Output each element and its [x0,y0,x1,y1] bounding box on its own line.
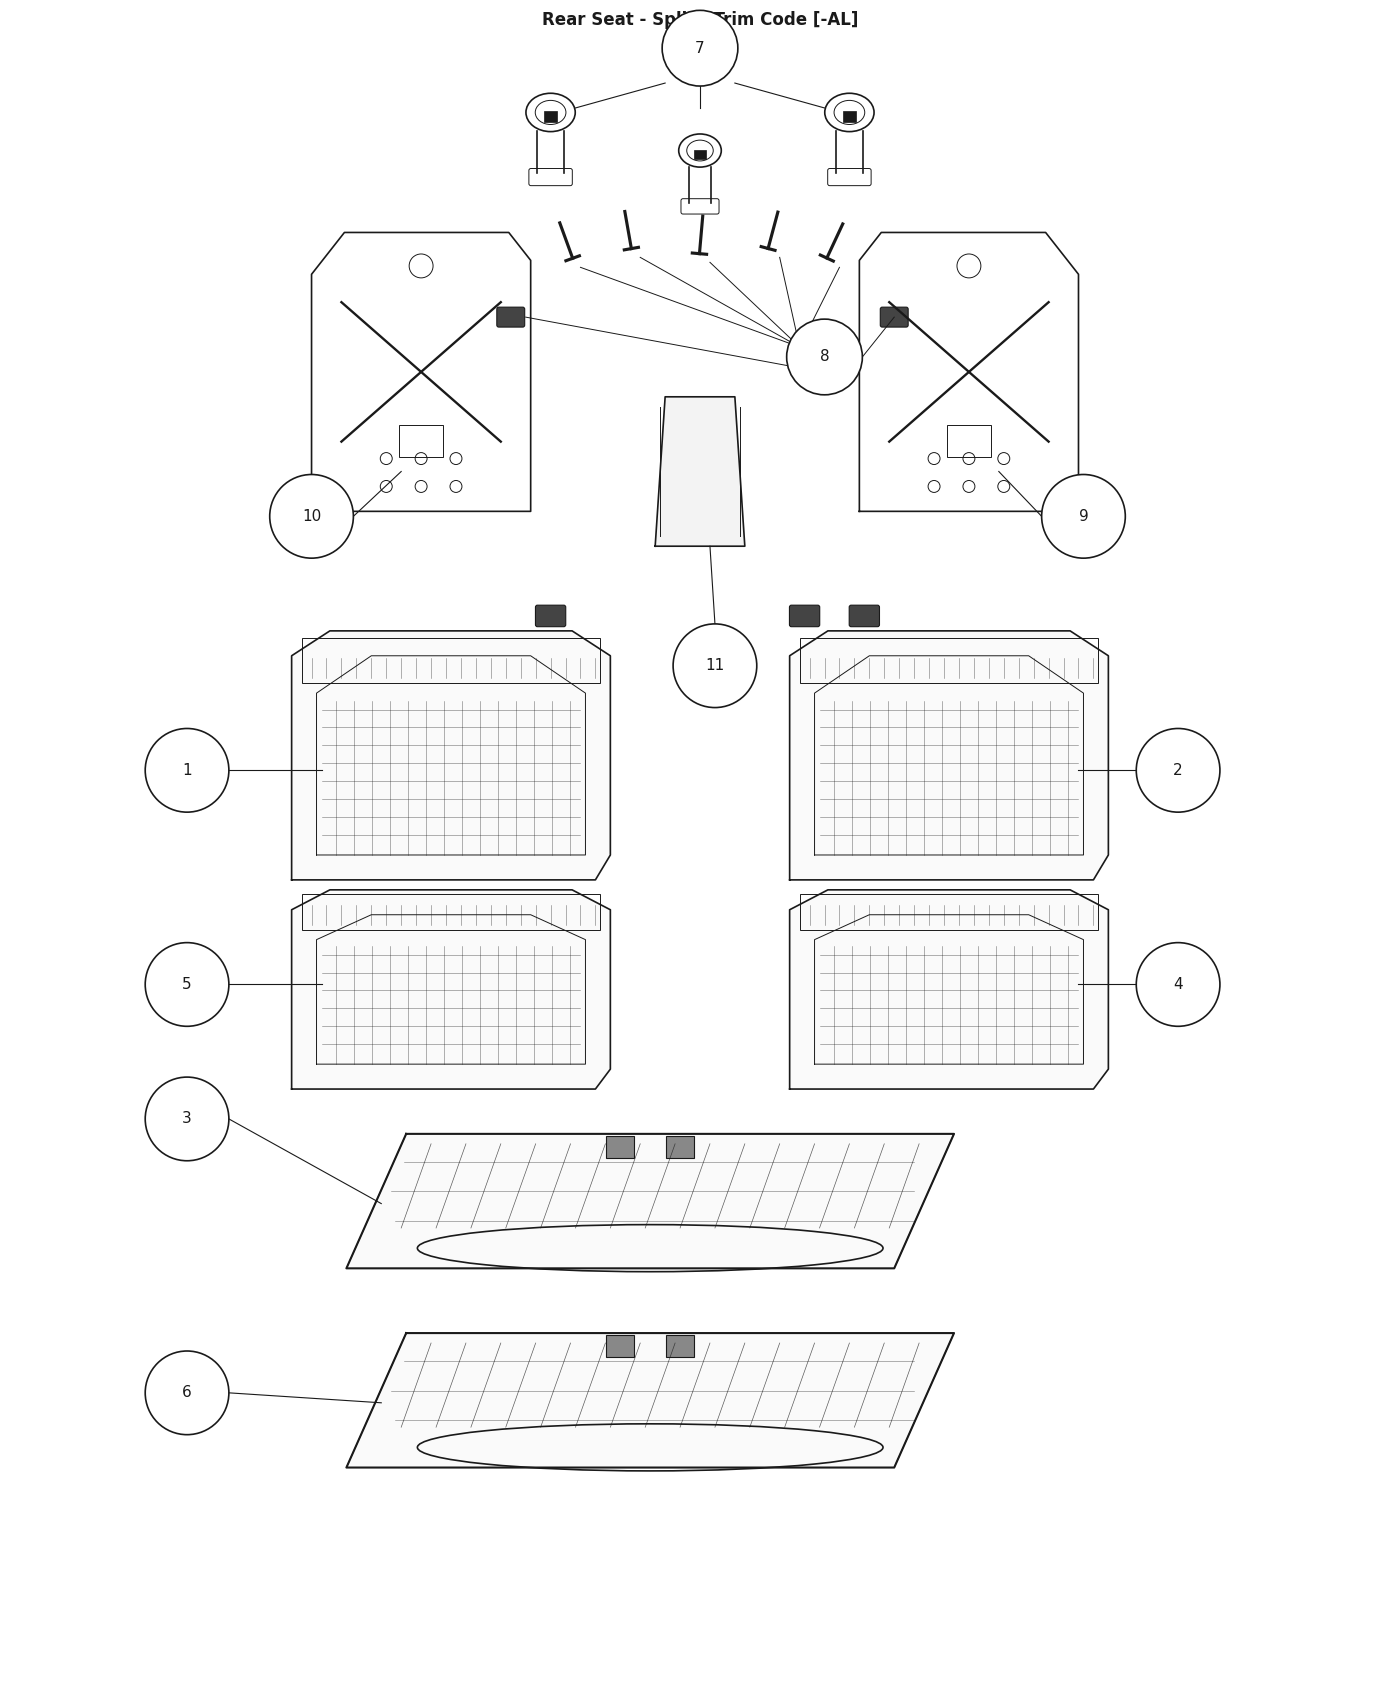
FancyBboxPatch shape [606,1334,634,1357]
Circle shape [787,320,862,394]
Text: 6: 6 [182,1386,192,1401]
Circle shape [146,1078,228,1161]
Polygon shape [790,889,1109,1090]
FancyBboxPatch shape [606,1136,634,1158]
Text: 9: 9 [1078,508,1088,524]
Polygon shape [790,631,1109,881]
FancyBboxPatch shape [881,308,909,326]
Text: 2: 2 [1173,763,1183,779]
Circle shape [146,942,228,1027]
Circle shape [673,624,757,707]
Polygon shape [346,1333,953,1467]
Circle shape [1137,729,1219,813]
FancyBboxPatch shape [666,1136,694,1158]
Polygon shape [655,396,745,546]
FancyBboxPatch shape [666,1334,694,1357]
FancyBboxPatch shape [545,110,557,122]
Polygon shape [346,1134,953,1268]
FancyBboxPatch shape [694,150,706,160]
FancyBboxPatch shape [790,605,820,627]
FancyBboxPatch shape [850,605,879,627]
Text: 5: 5 [182,977,192,993]
Text: 3: 3 [182,1112,192,1127]
FancyBboxPatch shape [497,308,525,326]
Text: 4: 4 [1173,977,1183,993]
Polygon shape [291,889,610,1090]
Circle shape [146,729,228,813]
Text: 8: 8 [819,350,829,364]
Text: Rear Seat - Split - Trim Code [-AL]: Rear Seat - Split - Trim Code [-AL] [542,12,858,29]
Text: 1: 1 [182,763,192,779]
Text: 7: 7 [696,41,704,56]
Text: 10: 10 [302,508,321,524]
Circle shape [1042,474,1126,558]
Circle shape [270,474,353,558]
Text: 11: 11 [706,658,725,673]
FancyBboxPatch shape [535,605,566,627]
FancyBboxPatch shape [843,110,855,122]
Circle shape [1137,942,1219,1027]
Polygon shape [291,631,610,881]
Circle shape [662,10,738,87]
Circle shape [146,1352,228,1435]
